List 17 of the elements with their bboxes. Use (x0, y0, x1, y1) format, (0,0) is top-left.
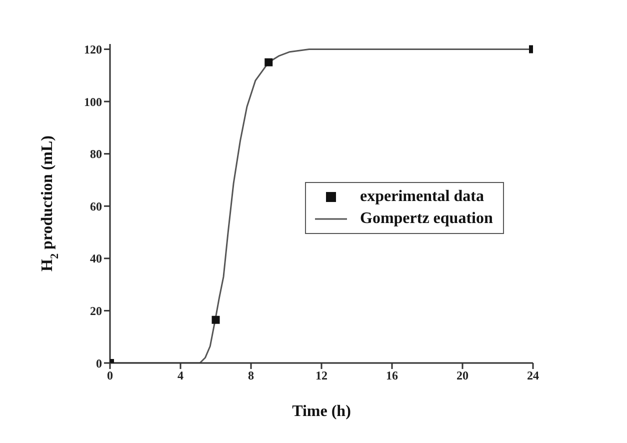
y-tick-label: 0 (96, 356, 102, 370)
legend-label: experimental data (360, 187, 484, 207)
y-tick-label: 120 (84, 42, 102, 56)
y-tick-label: 60 (90, 199, 102, 214)
y-tick-label: 80 (90, 147, 102, 162)
x-tick-label: 12 (316, 368, 328, 383)
y-tick-label: 100 (84, 94, 102, 109)
y-tick-label: 20 (90, 304, 102, 318)
x-tick-label: 20 (456, 368, 468, 383)
x-tick-label: 0 (107, 368, 113, 383)
x-tick-label: 4 (178, 368, 184, 383)
legend-label: Gompertz equation (360, 209, 493, 229)
y-tick-label: 40 (90, 252, 102, 266)
x-tick-label: 8 (248, 368, 254, 383)
x-axis-title: Time (h) (292, 403, 351, 420)
x-tick-label: 24 (527, 368, 539, 383)
x-tick-label: 16 (386, 368, 398, 383)
